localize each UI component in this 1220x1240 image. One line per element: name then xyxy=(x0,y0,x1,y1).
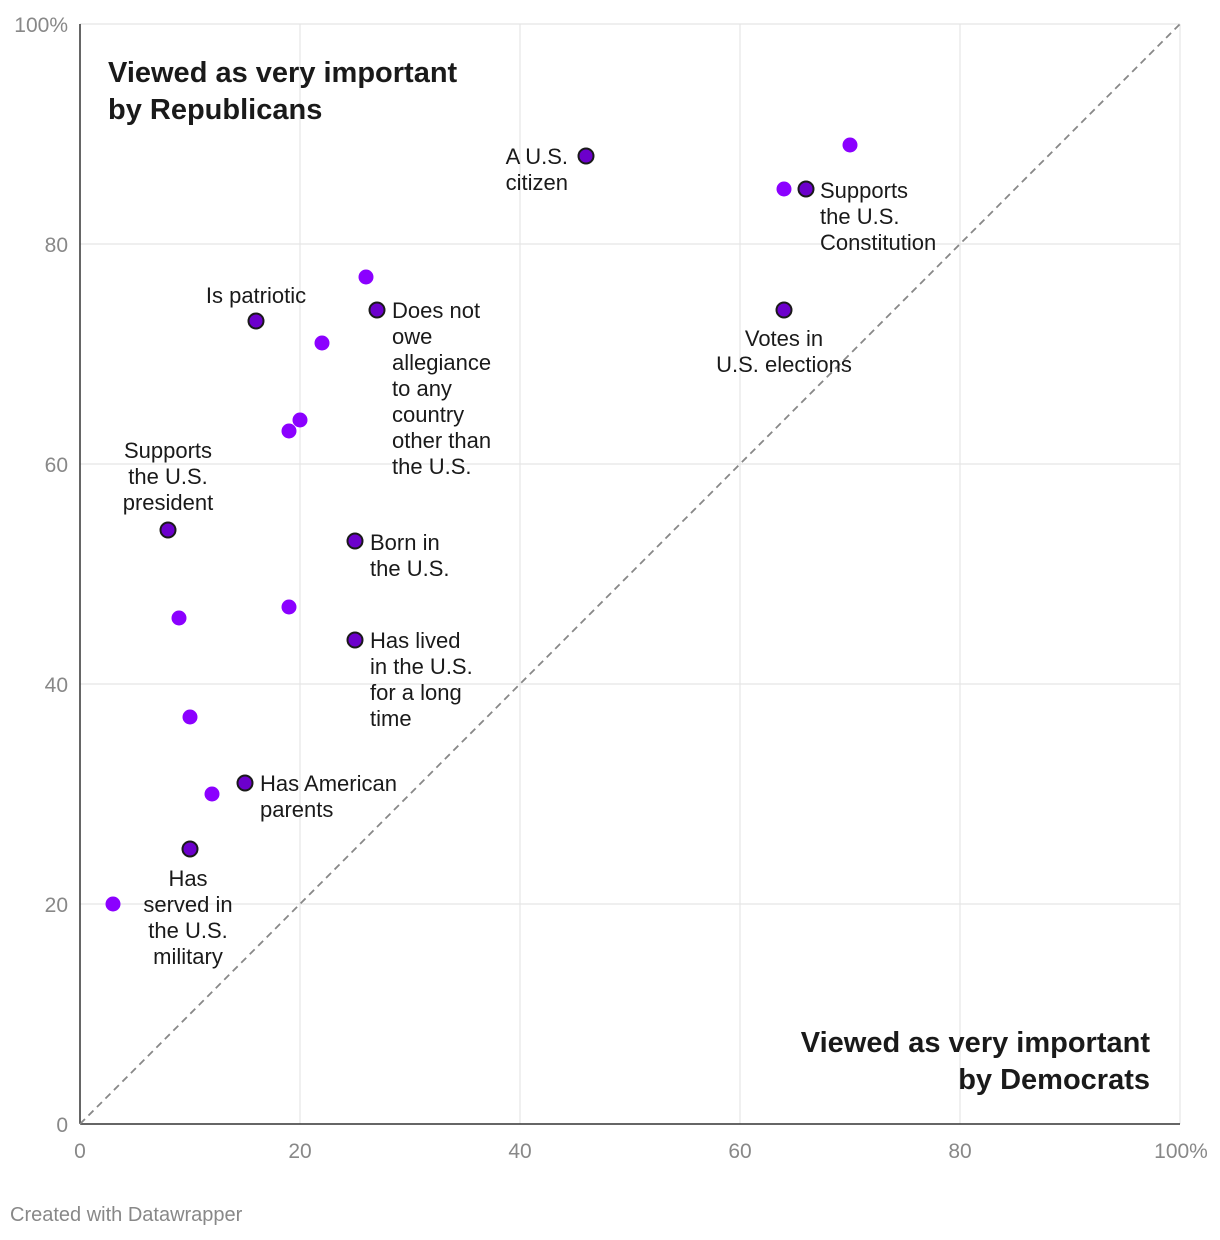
y-tick-label: 60 xyxy=(45,454,68,477)
point-label: Supports the U.S. president xyxy=(123,438,214,515)
data-point xyxy=(314,335,330,351)
x-tick-label: 0 xyxy=(74,1140,86,1163)
point-label: Votes in U.S. elections xyxy=(716,326,852,377)
x-tick-label: 100% xyxy=(1154,1140,1208,1163)
data-point-labeled xyxy=(159,521,177,539)
x-tick-label: 80 xyxy=(948,1140,971,1163)
y-tick-label: 40 xyxy=(45,674,68,697)
point-label: Supports the U.S. Constitution xyxy=(820,178,936,255)
data-point-labeled xyxy=(346,631,364,649)
data-point-labeled xyxy=(247,312,265,330)
scatter-chart: 00 20 20 40 40 60 60 80 80 100% 100% Viewed as ver… xyxy=(14,14,1208,1163)
point-labels: A U.S. citizen Supports the U.S. Constitutio… xyxy=(123,144,936,969)
data-point xyxy=(776,181,792,197)
annotation-republicans: Viewed as very important by Republicans xyxy=(108,57,458,126)
data-point xyxy=(182,709,198,725)
gridlines xyxy=(80,23,1181,1124)
data-point-labeled xyxy=(236,774,254,792)
data-point-labeled xyxy=(368,301,386,319)
y-tick-label: 80 xyxy=(45,234,68,257)
x-tick-label: 60 xyxy=(728,1140,751,1163)
point-label: A U.S. citizen xyxy=(506,144,568,195)
data-point xyxy=(292,412,308,428)
data-point xyxy=(842,137,858,153)
tick-labels: 00 20 20 40 40 60 60 80 80 100% 100% xyxy=(14,14,1208,1163)
annotation-democrats: Viewed as very important by Democrats xyxy=(801,1027,1151,1096)
data-point xyxy=(281,599,297,615)
diagonal-line xyxy=(79,23,1181,1125)
data-point xyxy=(204,786,220,802)
diagonal-reference-line xyxy=(79,23,1181,1125)
y-tick-label: 100% xyxy=(14,14,68,37)
data-point xyxy=(358,269,374,285)
data-point xyxy=(105,896,121,912)
credit-text: Created with Datawrapper xyxy=(10,1204,243,1226)
point-label: Born in the U.S. xyxy=(370,530,449,581)
point-label: Has served in the U.S. military xyxy=(143,866,232,969)
point-label: Does not owe allegiance to any country other … xyxy=(392,298,491,479)
y-tick-label: 20 xyxy=(45,894,68,917)
data-point-labeled xyxy=(346,532,364,550)
point-label: Has lived in the U.S. for a long time xyxy=(370,628,473,731)
data-point xyxy=(171,610,187,626)
quadrant-annotations: Viewed as very important by Republicans Vi… xyxy=(108,57,1150,1096)
data-point-labeled xyxy=(775,301,793,319)
data-point-labeled xyxy=(797,180,815,198)
y-tick-label: 0 xyxy=(56,1114,68,1137)
axes xyxy=(79,24,1180,1125)
x-tick-label: 20 xyxy=(288,1140,311,1163)
data-point xyxy=(281,423,297,439)
point-label: Has American parents xyxy=(260,771,397,822)
x-tick-label: 40 xyxy=(508,1140,531,1163)
point-label: Is patriotic xyxy=(206,283,306,308)
data-points xyxy=(105,137,858,912)
data-point-labeled xyxy=(577,147,595,165)
data-point-labeled xyxy=(181,840,199,858)
